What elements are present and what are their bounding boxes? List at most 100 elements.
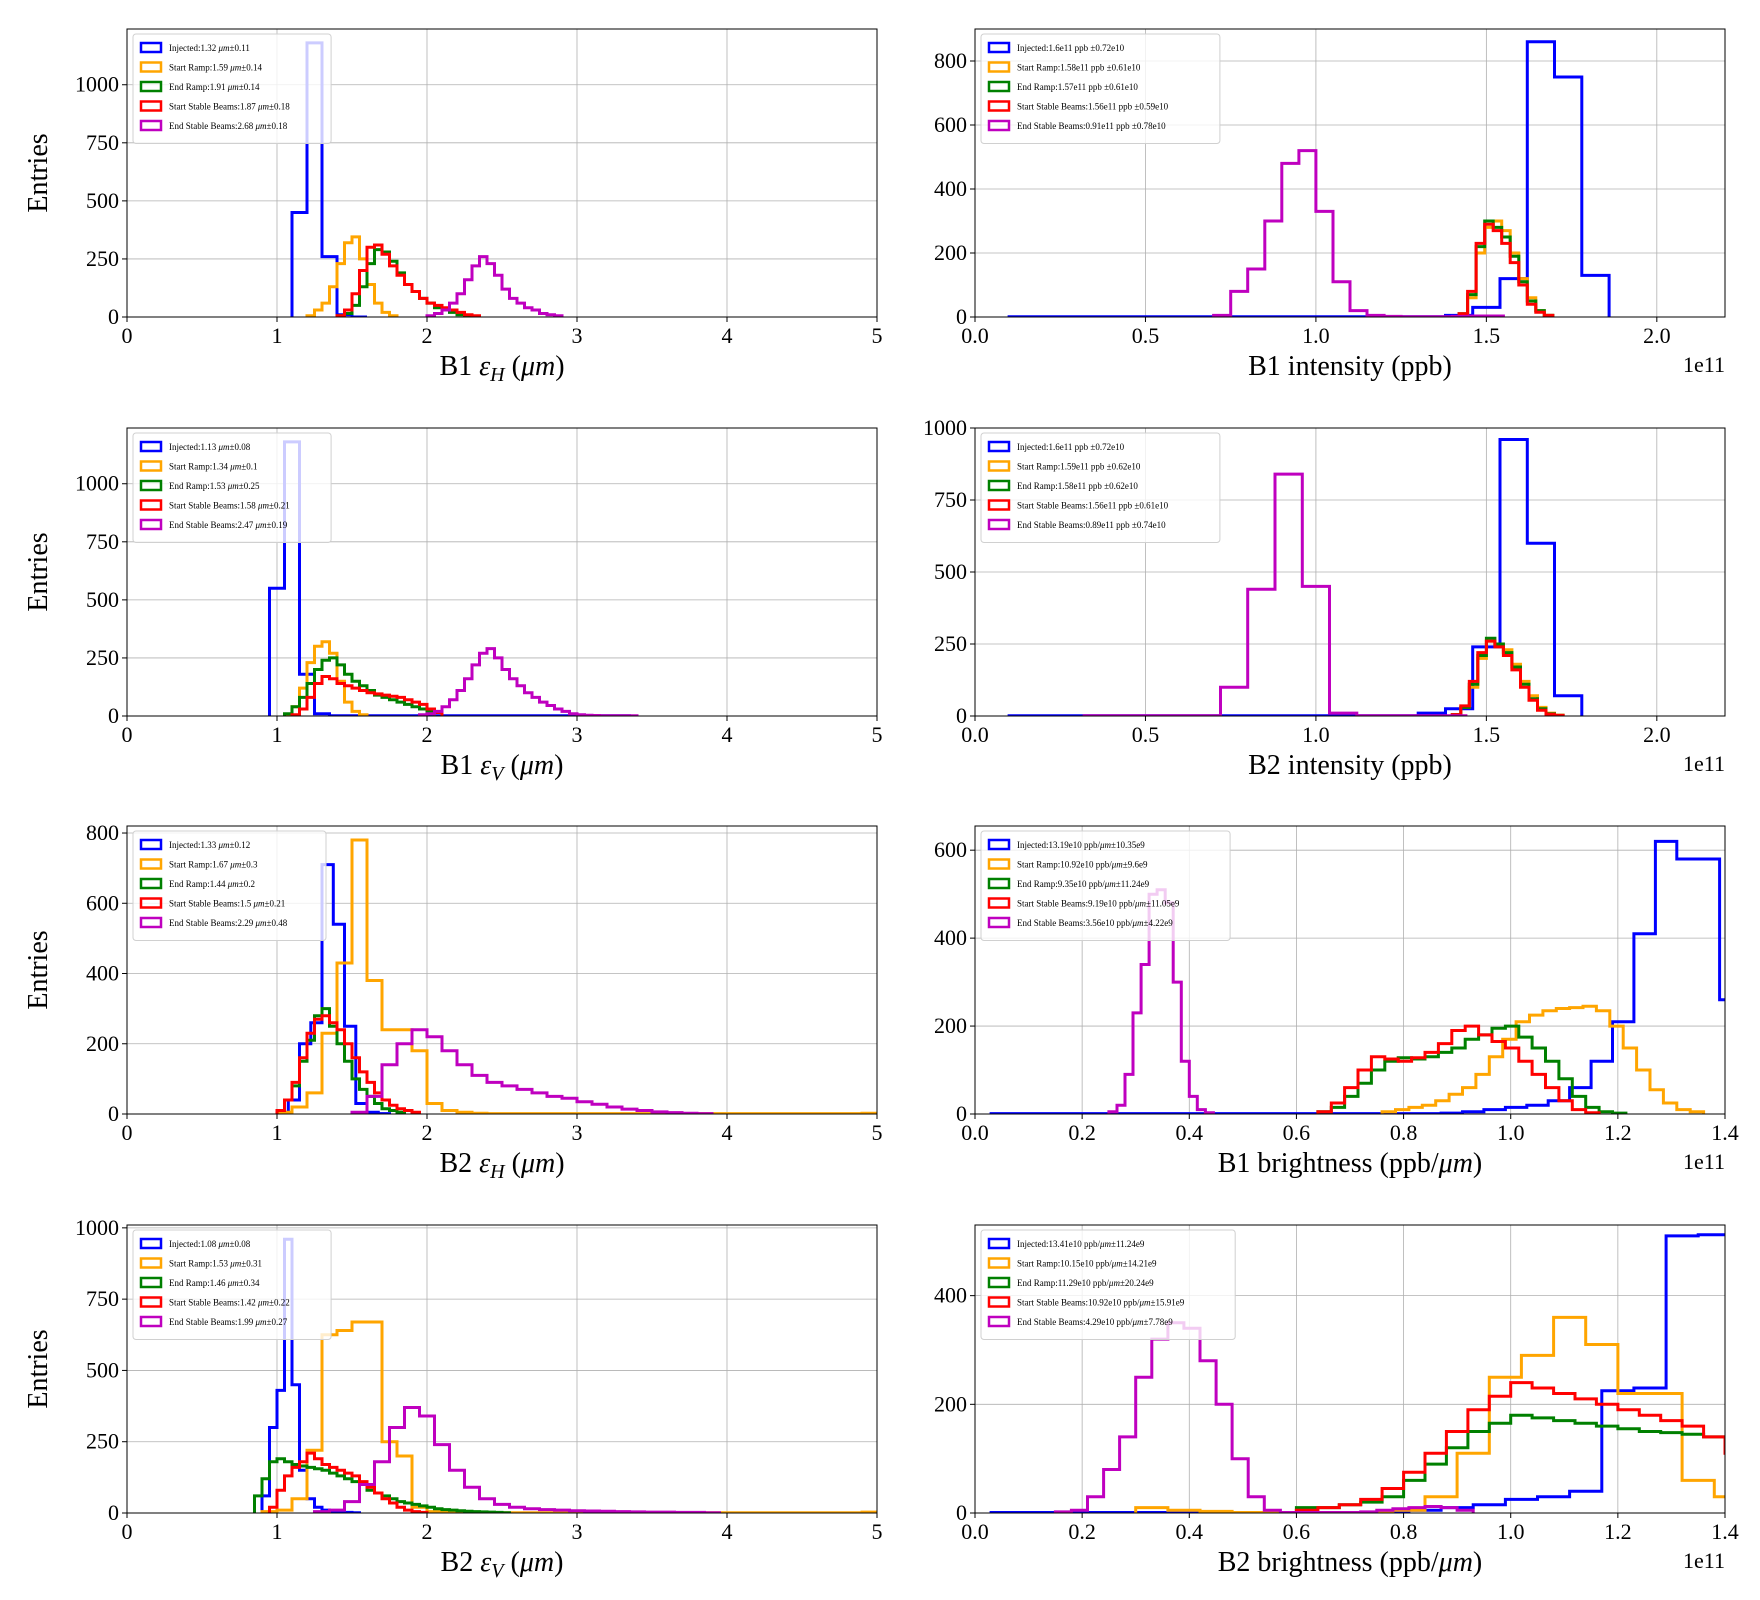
axes-frame	[974, 825, 1726, 1115]
legend-entry: Start Ramp:1.53 μm±0.31	[169, 1259, 262, 1269]
legend-swatch	[987, 838, 1011, 851]
legend-entry: Start Stable Beams:1.42 μm±0.22	[169, 1298, 290, 1308]
legend-entry: Start Ramp:1.59e11 ppb ±0.62e10	[1017, 462, 1141, 472]
y-tick-label: 500	[86, 188, 119, 213]
x-tick-label: 0.2	[1068, 1519, 1096, 1544]
chart-panel: 0.0 0.5 1.0 1.5 2.0 0 200 400 600 800 1e11 B1 inten…	[934, 28, 1726, 382]
y-tick-label: 750	[86, 130, 119, 155]
legend-swatch	[139, 499, 163, 511]
legend-swatch	[139, 1296, 163, 1308]
legend-box	[132, 830, 327, 941]
x-axis-label: B2 brightness (ppb/μm)	[1218, 1547, 1483, 1578]
histogram-series-end-stable-beams	[418, 647, 639, 716]
x-tick-label: 1.0	[1302, 722, 1330, 747]
legend-swatch	[987, 1257, 1011, 1269]
legend-entry: Start Ramp:10.92e10 ppb/μm±9.6e9	[1017, 860, 1148, 870]
legend-swatch	[139, 858, 163, 870]
legend-swatch	[987, 460, 1011, 472]
y-tick-label: 0	[956, 1101, 967, 1126]
y-tick-label: 0	[108, 703, 119, 728]
legend-swatch	[139, 80, 163, 93]
axes-frame	[126, 1224, 878, 1514]
legend-entry: Start Stable Beams:1.56e11 ppb ±0.59e10	[1017, 102, 1169, 112]
legend-swatch	[139, 1237, 163, 1250]
x-tick-label: 5	[872, 1120, 883, 1145]
legend-swatch	[139, 897, 163, 909]
axes-frame	[126, 825, 878, 1115]
y-axis-label: Entries	[23, 1329, 54, 1408]
legend-entry: End Ramp:1.46 μm±0.34	[169, 1278, 260, 1288]
legend-entry: Injected:1.13 μm±0.08	[169, 442, 251, 452]
x-tick-label: 0.8	[1390, 1519, 1418, 1544]
y-tick-label: 0	[956, 703, 967, 728]
legend-swatch	[987, 80, 1011, 93]
legend: Injected:1.08 μm±0.08 Start Ramp:1.53 μm±…	[132, 1229, 332, 1340]
y-tick-label: 500	[934, 559, 967, 584]
legend-entry: Injected:13.19e10 ppb/μm±10.35e9	[1017, 840, 1145, 850]
y-tick-label: 400	[934, 1283, 967, 1308]
x-tick-label: 2	[422, 323, 433, 348]
axes-frame	[126, 28, 878, 318]
legend-entry: Start Ramp:1.34 μm±0.1	[169, 462, 257, 472]
x-tick-label: 2.0	[1643, 323, 1671, 348]
histogram-series-start-ramp	[1380, 1004, 1706, 1114]
y-tick-label: 400	[934, 925, 967, 950]
legend-swatch	[987, 877, 1011, 890]
legend-swatch	[139, 61, 163, 73]
legend-entry: Start Ramp:1.67 μm±0.3	[169, 860, 258, 870]
histogram-series-injected	[290, 41, 367, 317]
legend-entry: End Stable Beams:2.68 μm±0.18	[169, 121, 288, 131]
legend-entry: Injected:1.6e11 ppb ±0.72e10	[1017, 442, 1125, 452]
legend-swatch	[139, 119, 163, 132]
x-tick-label: 0.4	[1176, 1519, 1204, 1544]
histogram-series-start-stable-beams	[1316, 1024, 1601, 1114]
legend-entry: Start Ramp:1.58e11 ppb ±0.61e10	[1017, 63, 1141, 73]
x-tick-label: 1.4	[1711, 1519, 1739, 1544]
legend-entry: End Stable Beams:2.29 μm±0.48	[169, 918, 288, 928]
legend-box	[132, 1229, 332, 1340]
x-tick-label: 1.0	[1497, 1120, 1525, 1145]
legend-entry: End Stable Beams:4.29e10 ppb/μm±7.78e9	[1017, 1317, 1173, 1327]
x-tick-label: 3	[572, 323, 583, 348]
x-tick-label: 1.2	[1604, 1120, 1632, 1145]
y-tick-label: 0	[956, 304, 967, 329]
legend: Injected:1.6e11 ppb ±0.72e10 Start Ramp:1…	[980, 33, 1221, 144]
x-axis-label: B1 εV (μm)	[441, 750, 564, 785]
legend-swatch	[139, 100, 163, 112]
legend: Injected:1.13 μm±0.08 Start Ramp:1.34 μm±…	[132, 432, 332, 543]
y-tick-label: 600	[934, 837, 967, 862]
x-tick-label: 5	[872, 323, 883, 348]
legend-swatch	[139, 460, 163, 472]
x-axis-label: B2 εH (μm)	[439, 1148, 564, 1183]
x-tick-label: 5	[872, 1519, 883, 1544]
x-tick-label: 0.0	[961, 722, 989, 747]
legend-entry: Injected:1.33 μm±0.12	[169, 840, 250, 850]
x-tick-label: 3	[572, 1519, 583, 1544]
x-tick-label: 0.4	[1176, 1120, 1204, 1145]
legend-entry: Injected:13.41e10 ppb/μm±11.24e9	[1017, 1239, 1145, 1249]
legend-swatch	[139, 877, 163, 890]
legend: Injected:1.6e11 ppb ±0.72e10 Start Ramp:1…	[980, 432, 1221, 543]
axes-frame	[974, 28, 1726, 318]
x-tick-label: 0	[122, 722, 133, 747]
chart-panel: 0.0 0.5 1.0 1.5 2.0 0 250 500 750 1000 1e11 B2 inte…	[923, 415, 1726, 781]
legend-entry: End Ramp:9.35e10 ppb/μm±11.24e9	[1017, 879, 1150, 889]
x-offset-exponent: 1e11	[1683, 1548, 1725, 1573]
x-tick-label: 3	[572, 722, 583, 747]
x-tick-label: 0.5	[1132, 323, 1160, 348]
legend: Injected:1.32 μm±0.11 Start Ramp:1.59 μm±…	[132, 33, 332, 144]
x-tick-label: 1.2	[1604, 1519, 1632, 1544]
x-axis-label: B1 intensity (ppb)	[1248, 351, 1452, 382]
y-tick-label: 0	[956, 1500, 967, 1525]
x-offset-exponent: 1e11	[1683, 352, 1725, 377]
legend-swatch	[139, 1257, 163, 1269]
y-tick-label: 200	[934, 1391, 967, 1416]
legend-entry: End Stable Beams:2.47 μm±0.19	[169, 520, 288, 530]
legend-entry: End Ramp:1.91 μm±0.14	[169, 82, 260, 92]
legend-swatch	[987, 1237, 1011, 1250]
x-offset-exponent: 1e11	[1683, 751, 1725, 776]
legend-entry: End Ramp:1.53 μm±0.25	[169, 481, 260, 491]
y-tick-label: 200	[934, 1013, 967, 1038]
y-axis-label: Entries	[23, 133, 54, 212]
